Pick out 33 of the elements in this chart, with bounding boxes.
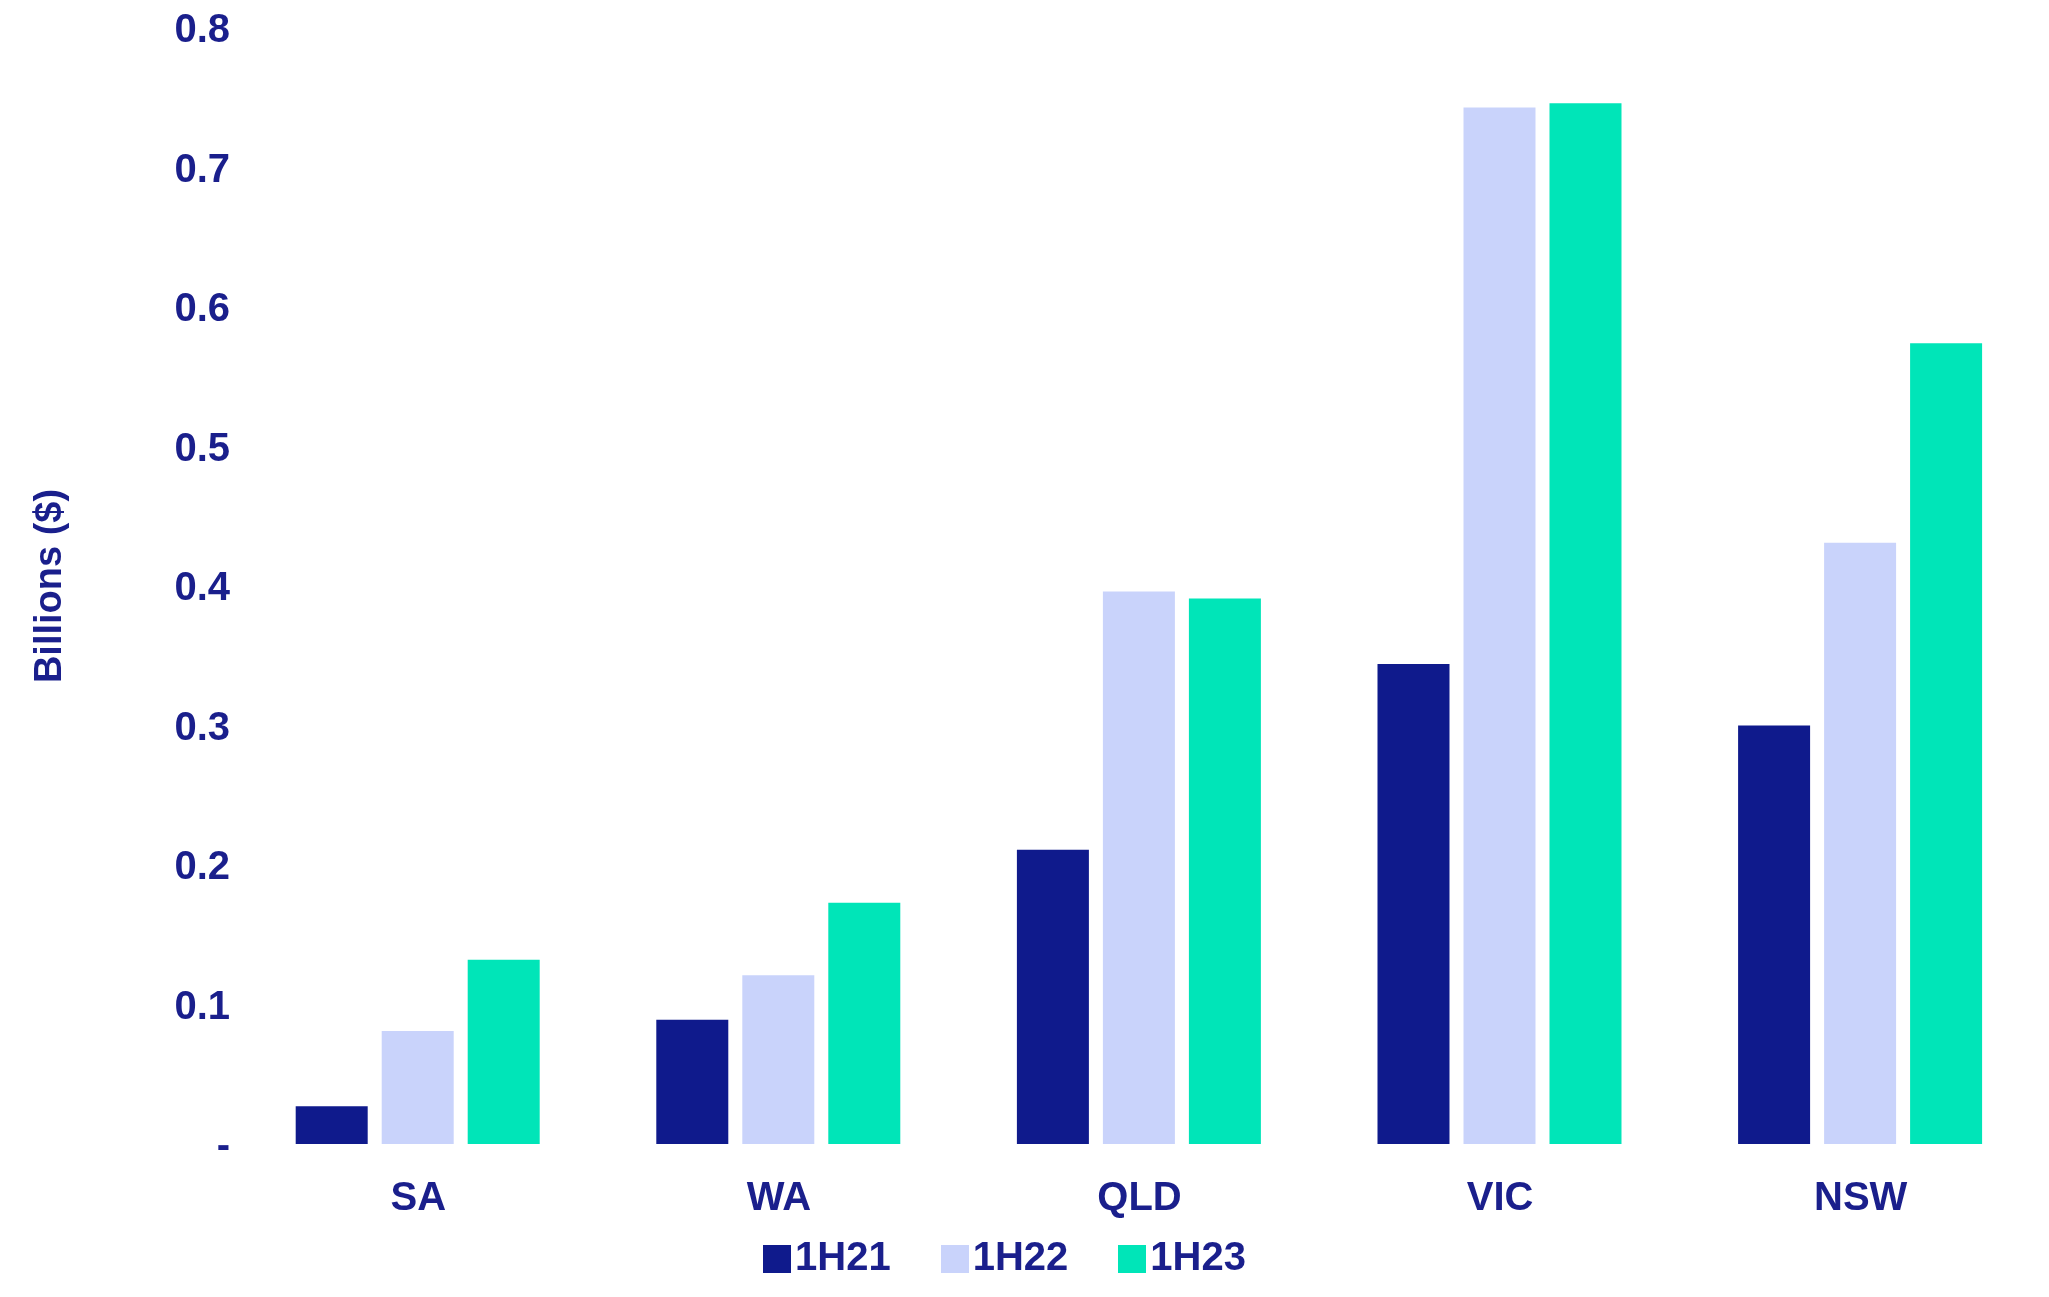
bar xyxy=(742,975,815,1144)
y-tick-label: 0.3 xyxy=(174,703,230,748)
y-tick-label: 0.1 xyxy=(174,982,230,1027)
bar xyxy=(1463,107,1536,1144)
y-axis-title: Billions ($) xyxy=(27,488,70,684)
bar xyxy=(1377,664,1450,1144)
x-tick-label: SA xyxy=(390,1174,447,1219)
bar xyxy=(295,1106,368,1144)
bar xyxy=(1188,598,1261,1144)
bar xyxy=(1549,103,1622,1144)
legend-label: 1H23 xyxy=(1150,1234,1246,1278)
bar xyxy=(1102,591,1175,1144)
y-tick-label: 0.7 xyxy=(174,145,230,190)
x-tick-label: WA xyxy=(746,1174,812,1219)
bar xyxy=(1824,542,1897,1144)
x-tick-label: NSW xyxy=(1814,1174,1908,1219)
bar xyxy=(828,902,901,1144)
legend-label: 1H22 xyxy=(972,1234,1069,1278)
y-tick-label: 0.8 xyxy=(174,6,230,51)
legend-label: 1H21 xyxy=(795,1234,891,1278)
bar xyxy=(1016,849,1089,1144)
y-tick-label: 0.6 xyxy=(174,285,230,330)
bar xyxy=(467,959,540,1144)
x-tick-label: QLD xyxy=(1097,1174,1182,1219)
bar xyxy=(1738,725,1811,1144)
y-tick-label: - xyxy=(216,1122,230,1167)
bar xyxy=(656,1019,729,1144)
y-tick-label: 0.4 xyxy=(174,564,231,609)
y-tick-label: 0.5 xyxy=(174,424,230,469)
x-tick-label: VIC xyxy=(1466,1174,1534,1219)
y-tick-label: 0.2 xyxy=(174,843,230,888)
bar xyxy=(1910,343,1983,1144)
bar xyxy=(381,1031,454,1144)
